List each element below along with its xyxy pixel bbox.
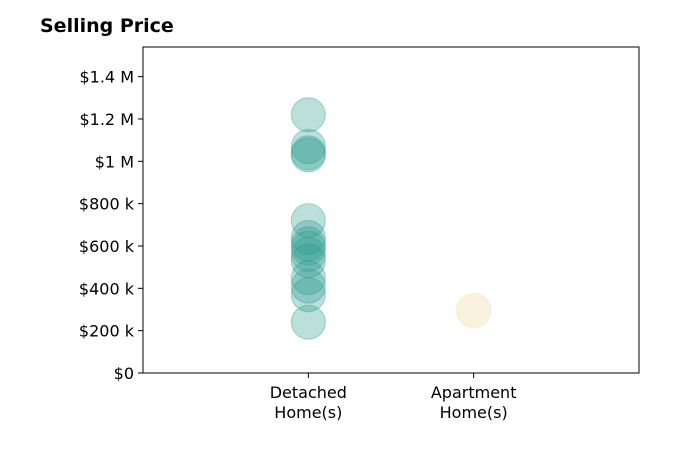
y-tick-label: $1 M xyxy=(95,152,134,171)
y-axis: $0 $200 k $400 k $600 k $800 k $1 M $1.2 M $1.4… xyxy=(79,68,143,383)
data-point xyxy=(290,243,326,279)
data-point xyxy=(290,304,326,340)
data-point xyxy=(290,128,326,165)
chart-title: Selling Price xyxy=(40,15,174,37)
data-point xyxy=(290,226,326,262)
y-tick-label: $800 k xyxy=(79,195,135,214)
y-tick-label: $600 k xyxy=(79,237,135,256)
data-point xyxy=(290,202,326,239)
y-tick-label: $1.2 M xyxy=(79,110,134,129)
data-point xyxy=(456,292,492,329)
data-point xyxy=(290,219,326,256)
y-tick-label: $200 k xyxy=(79,322,135,341)
x-tick-label: Detached Home(s) xyxy=(270,383,347,422)
data-points xyxy=(290,97,492,340)
x-tick-label: Apartment Home(s) xyxy=(431,383,517,422)
data-point xyxy=(290,236,326,273)
y-tick-label: $1.4 M xyxy=(79,68,134,87)
y-tick-label: $0 xyxy=(114,364,134,383)
data-point xyxy=(290,260,326,296)
y-tick-label: $400 k xyxy=(79,279,135,298)
data-point xyxy=(290,277,326,313)
x-axis: Detached Home(s) Apartment Home(s) xyxy=(270,373,517,422)
data-point xyxy=(290,268,326,304)
plot-frame xyxy=(142,46,640,374)
data-point xyxy=(290,230,326,266)
data-point xyxy=(290,137,326,173)
data-point xyxy=(290,97,326,133)
data-point xyxy=(290,135,326,171)
